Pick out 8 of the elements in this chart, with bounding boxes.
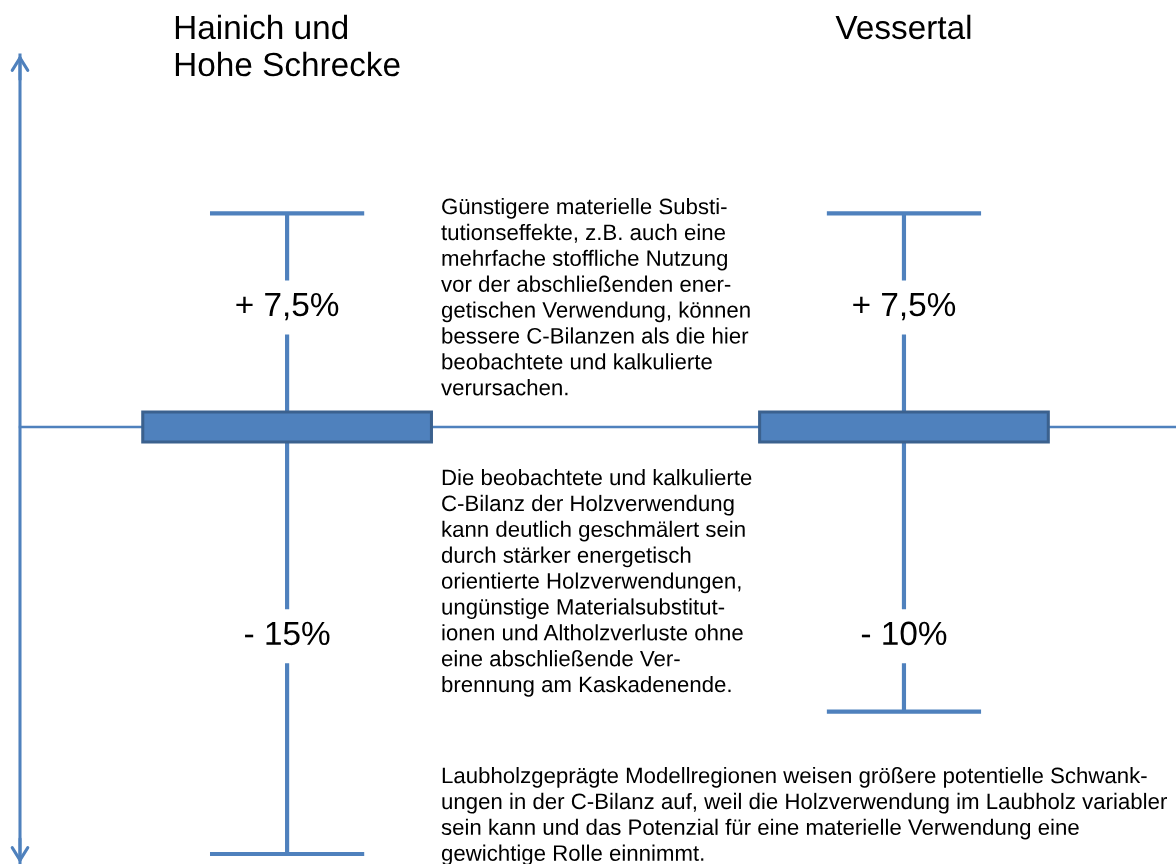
category-label: Hainich und Hohe Schrecke xyxy=(175,14,400,77)
data-label: + 7,5% xyxy=(853,292,956,321)
category-label: Vessertal xyxy=(835,14,971,40)
text: Günstigere materielle Substi- tutionseffekte, z.B. auch eine mehrfache stoffliche Nutzung vor der abschließenden ener- getischen Verwendung, können bessere C-Bilanzen als die hier beobachtete und kalkulierte verursachen. xyxy=(441,198,750,396)
text: Die beobachtete und kalkulierte C-Bilanz der Holzverwendung kann deutlich geschmälert sein durch stärker energetisch orientierte Holzverwendungen, ungünstige Materialsubstitut- ionen und Altholzverluste ohne eine abschließende Ver- brennung am Kaskadenende. xyxy=(441,469,752,697)
data-label: - 10% xyxy=(861,621,947,646)
data-label: - 15% xyxy=(245,621,330,646)
data-label: + 7,5% xyxy=(236,292,339,321)
